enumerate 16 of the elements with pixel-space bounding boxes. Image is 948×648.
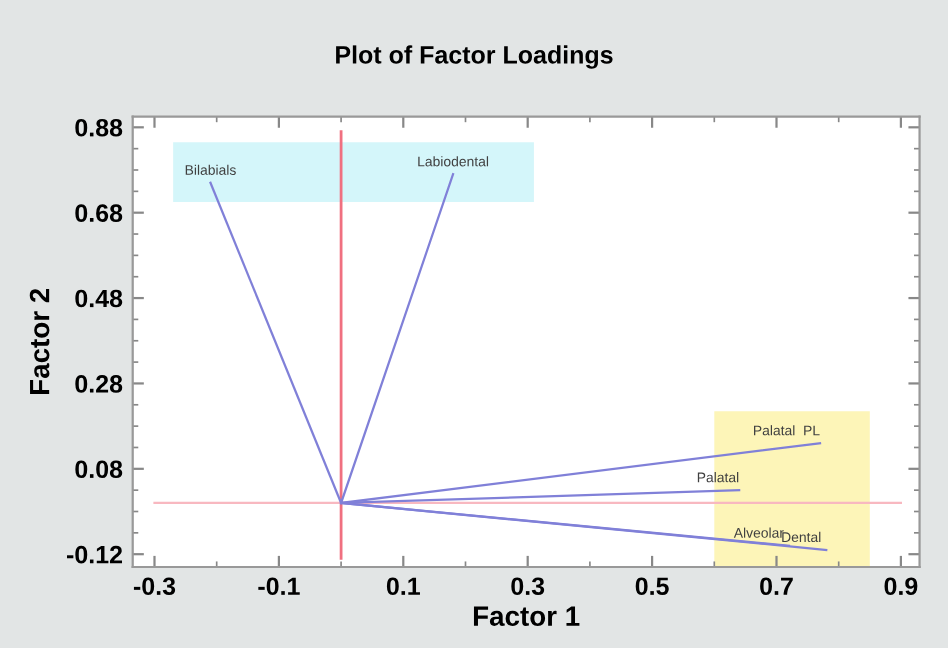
x-tick-label: 0.9 xyxy=(884,577,918,596)
x-tick-label: 0.7 xyxy=(760,577,793,596)
x-tick-label: -0.3 xyxy=(133,577,176,596)
y-tick-label: 0.28 xyxy=(75,375,123,393)
y-tick-label: 0.88 xyxy=(75,118,123,137)
x-tick-label: 0.3 xyxy=(511,577,545,596)
x-tick-label: 0.5 xyxy=(635,577,669,596)
x-tick-label: -0.1 xyxy=(258,577,300,596)
y-tick-label: 0.48 xyxy=(75,289,123,308)
chart-title: Plot of Factor Loadings xyxy=(336,45,613,69)
y-tick-label: -0.12 xyxy=(67,545,122,564)
y-tick-label: 0.08 xyxy=(75,460,123,479)
x-axis-title: Factor 1 xyxy=(473,606,580,626)
y-axis-title: Factor 2 xyxy=(29,288,50,394)
y-tick-label: 0.68 xyxy=(75,204,123,222)
x-tick-label: 0.1 xyxy=(386,577,420,596)
